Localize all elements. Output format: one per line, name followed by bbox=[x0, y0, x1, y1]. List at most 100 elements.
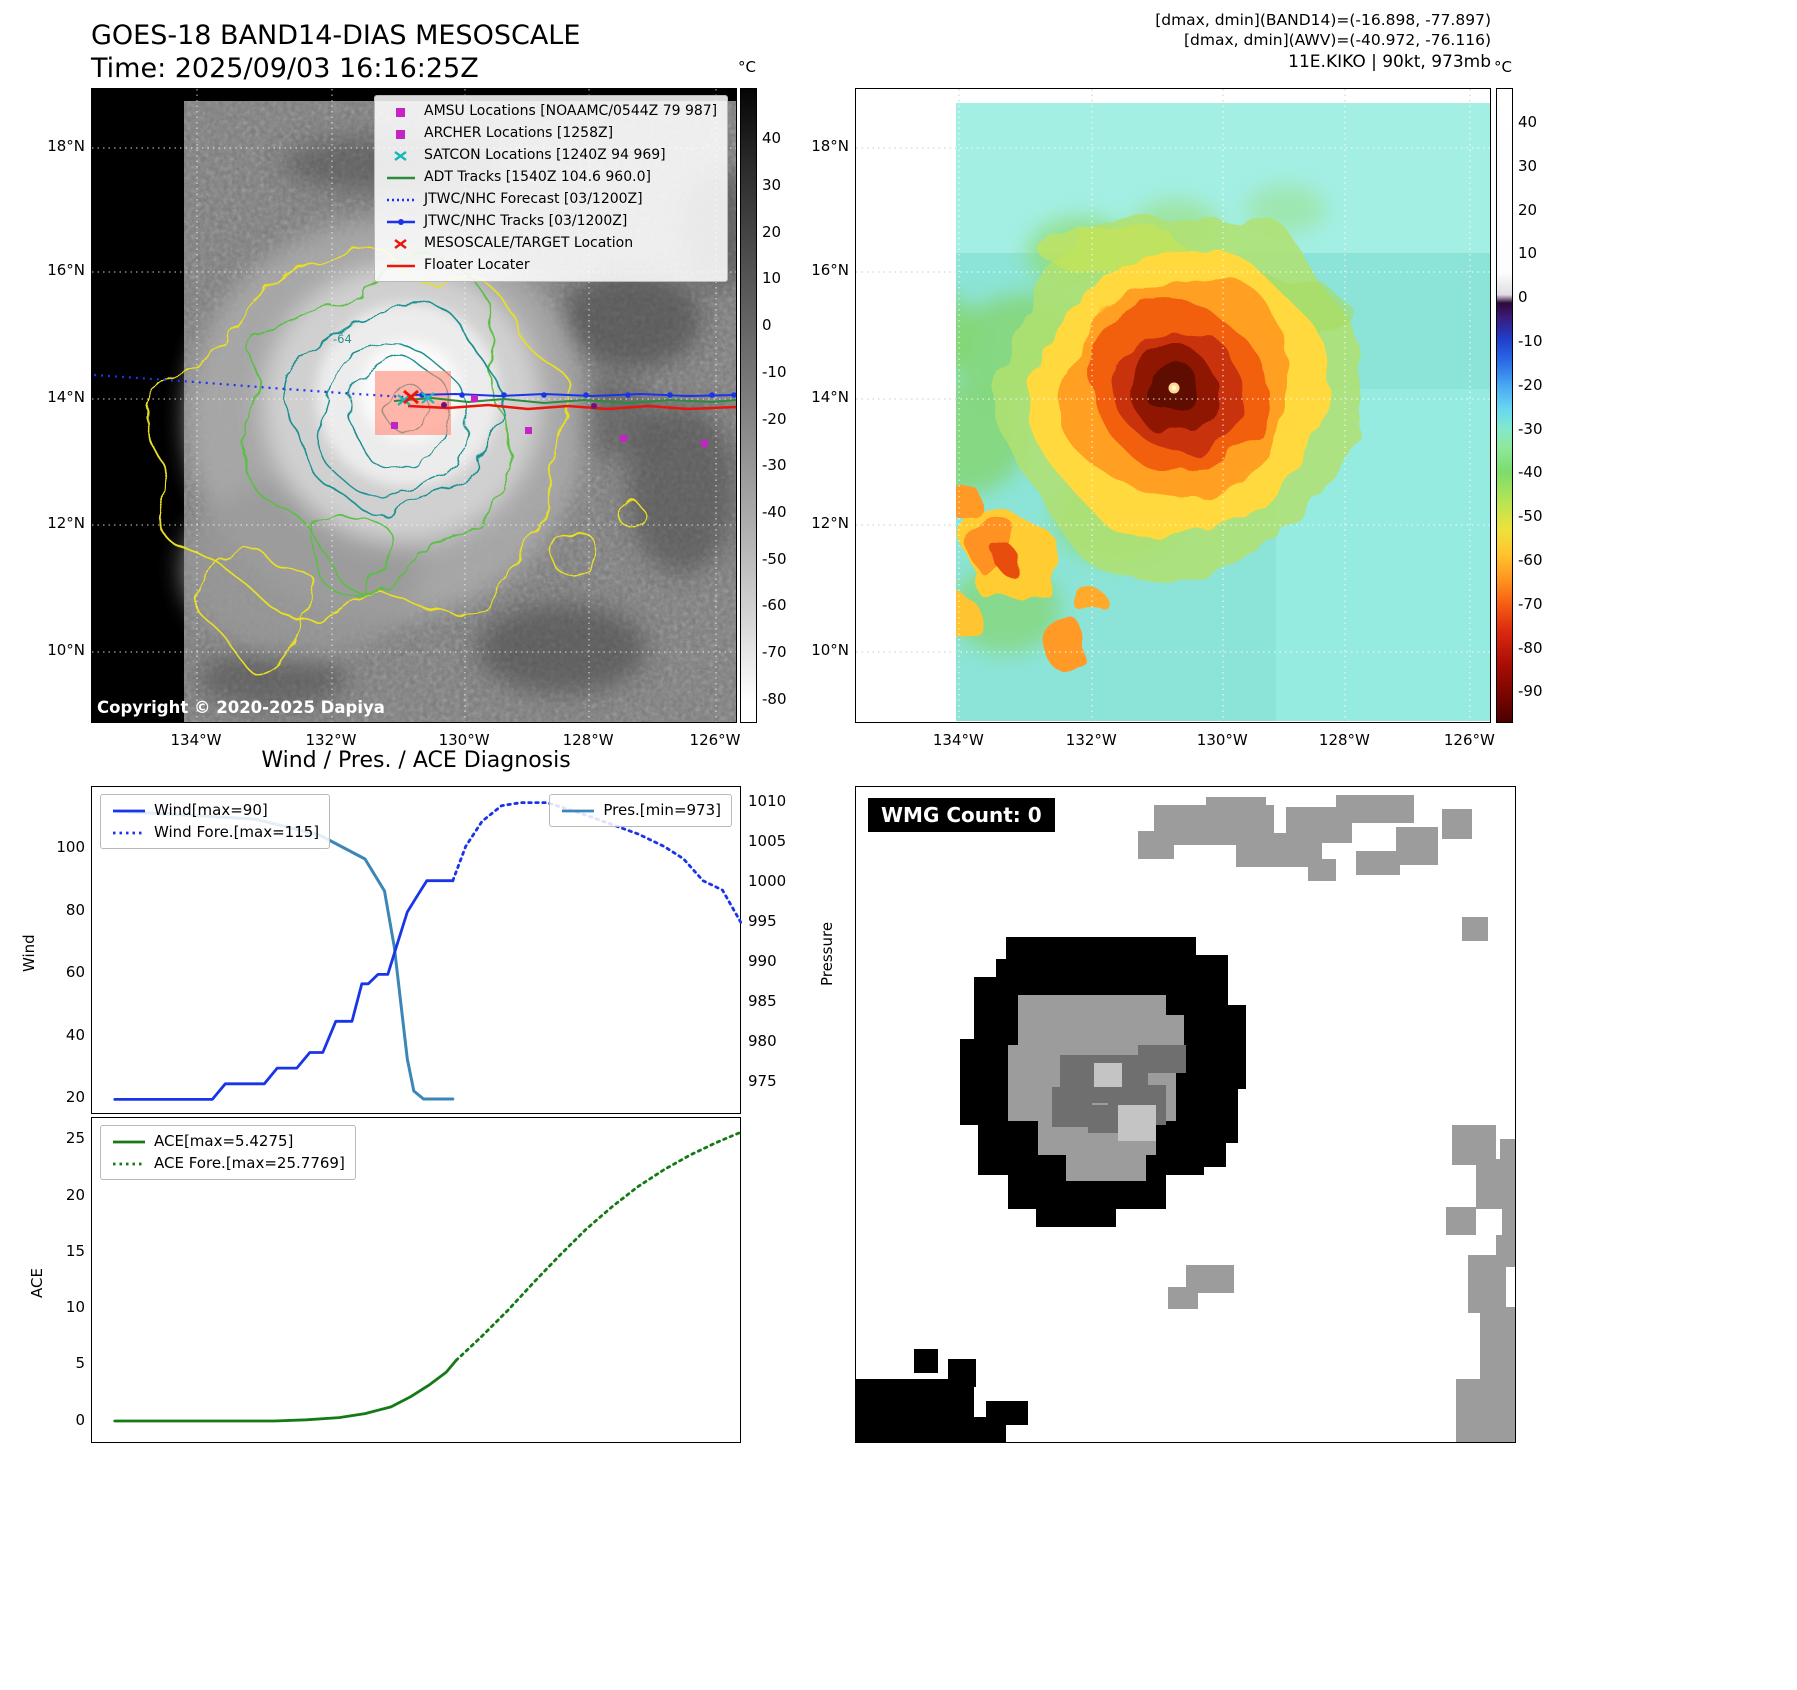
pressure-ytick-label: 990 bbox=[748, 952, 777, 970]
legend-label: ACE Fore.[max=25.7769] bbox=[154, 1154, 345, 1172]
legend-marker bbox=[113, 1140, 145, 1143]
wind-ytick-label: 80 bbox=[65, 900, 85, 919]
colorbar-tick-label: -50 bbox=[762, 549, 787, 568]
colorbar-tick-label: -70 bbox=[1518, 594, 1543, 613]
pressure-ytick-label: 995 bbox=[748, 912, 777, 930]
panel1-title: GOES-18 BAND14-DIAS MESOSCALE bbox=[91, 20, 581, 51]
awv-map bbox=[855, 88, 1491, 723]
pressure-ytick-label: 1005 bbox=[748, 832, 787, 850]
lon-tick-label: 132°W bbox=[1065, 731, 1117, 749]
legend-item: ARCHER Locations [1258Z] bbox=[385, 124, 717, 143]
colorbar-tick-label: 10 bbox=[762, 269, 782, 288]
legend-item: JTWC/NHC Tracks [03/1200Z] bbox=[385, 212, 717, 231]
pressure-ytick-label: 985 bbox=[748, 992, 777, 1010]
wind-axis-label: Wind bbox=[20, 934, 38, 972]
colorbar-tick-label: -60 bbox=[762, 596, 787, 615]
lon-tick-label: 134°W bbox=[170, 731, 222, 749]
colorbar-tick-label: 10 bbox=[1518, 244, 1538, 263]
ace-plot bbox=[113, 1130, 742, 1423]
lat-tick-label: 14°N bbox=[47, 387, 85, 406]
legend-item: ACE[max=5.4275] bbox=[111, 1132, 345, 1151]
wind-pressure-chart: Wind[max=90] Wind Fore.[max=115] Pres.[mi… bbox=[91, 786, 742, 1114]
legend-item: Wind Fore.[max=115] bbox=[111, 823, 319, 842]
lat-tick-label: 18°N bbox=[47, 137, 85, 156]
pressure-ytick-label: 975 bbox=[748, 1072, 777, 1090]
colorbar-tick-label: -30 bbox=[762, 456, 787, 475]
ace-ytick-label: 0 bbox=[75, 1410, 85, 1429]
colorbar-tick-label: 0 bbox=[1518, 288, 1528, 307]
wind-ytick-label: 40 bbox=[65, 1025, 85, 1044]
awv-colorbar bbox=[1496, 88, 1513, 723]
wmg-count-badge: WMG Count: 0 bbox=[868, 798, 1055, 832]
wmg-map-image bbox=[856, 787, 1515, 1442]
colorbar-tick-label: 20 bbox=[1518, 200, 1538, 219]
legend-marker bbox=[396, 129, 405, 139]
lon-tick-label: 126°W bbox=[689, 731, 741, 749]
ace-ytick-label: 5 bbox=[75, 1354, 85, 1373]
colorbar-tick-label: -10 bbox=[762, 362, 787, 381]
legend-label: Floater Locater bbox=[424, 257, 530, 273]
legend-marker bbox=[387, 264, 415, 267]
colorbar-tick-label: -10 bbox=[1518, 332, 1543, 350]
mesoscale-target-box bbox=[375, 371, 451, 435]
wmg-panel: WMG Count: 0 bbox=[855, 786, 1516, 1443]
colorbar-tick-label: -20 bbox=[1518, 375, 1543, 394]
colorbar-tick-label: -80 bbox=[762, 689, 787, 708]
lat-tick-label: 12°N bbox=[47, 514, 85, 533]
dmax-dmin-awv-label: [dmax, dmin](AWV)=(-40.972, -76.116) bbox=[1184, 31, 1491, 49]
colorbar-tick-label: -30 bbox=[1518, 419, 1543, 438]
legend-item: ACE Fore.[max=25.7769] bbox=[111, 1154, 345, 1173]
lat-tick-label: 12°N bbox=[811, 514, 849, 533]
colorbar-tick-label: -80 bbox=[1518, 638, 1543, 657]
legend-label: ADT Tracks [1540Z 104.6 960.0] bbox=[424, 169, 651, 185]
legend-marker bbox=[387, 176, 415, 179]
legend-label: ACE[max=5.4275] bbox=[154, 1132, 294, 1150]
legend-marker bbox=[387, 218, 415, 225]
lat-tick-label: 10°N bbox=[47, 640, 85, 659]
legend-marker bbox=[394, 150, 407, 161]
pressure-ytick-label: 980 bbox=[748, 1032, 777, 1050]
ace-chart: ACE[max=5.4275] ACE Fore.[max=25.7769] bbox=[91, 1117, 742, 1443]
storm-id-label: 11E.KIKO | 90kt, 973mb bbox=[1288, 52, 1491, 72]
lon-tick-label: 126°W bbox=[1443, 731, 1495, 749]
pressure-ytick-label: 1000 bbox=[748, 872, 787, 890]
colorbar-tick-label: 30 bbox=[762, 176, 782, 195]
lat-tick-label: 14°N bbox=[811, 387, 849, 406]
legend-label: Wind[max=90] bbox=[154, 801, 268, 819]
legend-label: SATCON Locations [1240Z 94 969] bbox=[424, 147, 666, 163]
colorbar-tick-label: -50 bbox=[1518, 507, 1543, 526]
legend-marker bbox=[562, 809, 595, 812]
legend-item: Wind[max=90] bbox=[111, 801, 319, 820]
legend-label: AMSU Locations [NOAAMC/0544Z 79 987] bbox=[424, 103, 718, 119]
colorbar-unit-label-2: °C bbox=[1494, 58, 1512, 76]
ace-legend: ACE[max=5.4275] ACE Fore.[max=25.7769] bbox=[100, 1125, 356, 1180]
colorbar-tick-label: -70 bbox=[762, 642, 787, 661]
legend-label: MESOSCALE/TARGET Location bbox=[424, 235, 634, 251]
lon-tick-label: 130°W bbox=[438, 731, 490, 749]
lon-tick-label: 128°W bbox=[1318, 731, 1370, 749]
ace-axis-label: ACE bbox=[28, 1268, 46, 1298]
wind-legend: Wind[max=90] Wind Fore.[max=115] bbox=[100, 794, 331, 849]
colorbar-tick-label: 20 bbox=[762, 222, 782, 241]
satellite-color-image bbox=[856, 89, 1490, 722]
copyright-label: Copyright © 2020-2025 Dapiya bbox=[97, 698, 385, 717]
legend-label: ARCHER Locations [1258Z] bbox=[424, 125, 614, 141]
lon-tick-label: 132°W bbox=[305, 731, 357, 749]
legend-marker bbox=[396, 107, 405, 117]
legend-label: JTWC/NHC Tracks [03/1200Z] bbox=[424, 213, 628, 229]
colorbar-tick-label: 0 bbox=[762, 316, 772, 335]
legend-item: Floater Locater bbox=[385, 256, 717, 275]
legend-label: JTWC/NHC Forecast [03/1200Z] bbox=[424, 191, 643, 207]
lat-tick-label: 18°N bbox=[811, 137, 849, 156]
lon-tick-label: 134°W bbox=[932, 731, 984, 749]
diagnosis-title: Wind / Pres. / ACE Diagnosis bbox=[261, 748, 571, 773]
legend-marker bbox=[113, 809, 145, 812]
wind-ytick-label: 20 bbox=[65, 1088, 85, 1107]
legend-item: ADT Tracks [1540Z 104.6 960.0] bbox=[385, 168, 717, 187]
legend-marker bbox=[113, 831, 145, 834]
colorbar-tick-label: 30 bbox=[1518, 156, 1538, 175]
wind-ytick-label: 100 bbox=[56, 838, 85, 857]
wind-ytick-label: 60 bbox=[65, 963, 85, 982]
ace-ytick-label: 10 bbox=[65, 1298, 85, 1317]
